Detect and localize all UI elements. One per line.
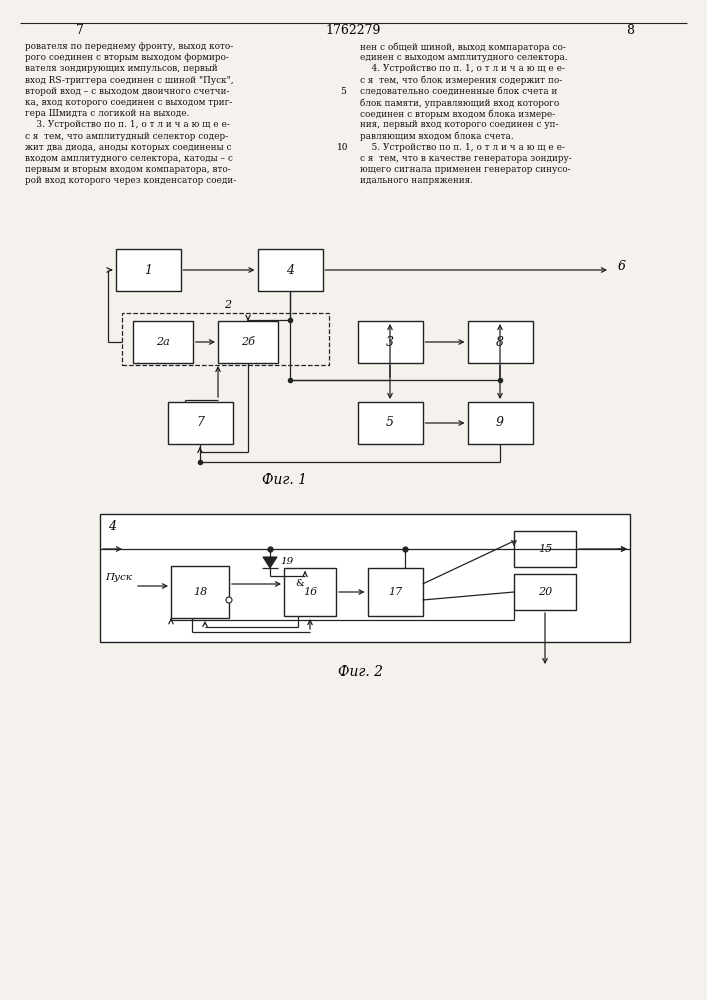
Bar [467,402,532,444]
Text: 1: 1 [144,263,152,276]
Text: 10: 10 [337,143,349,152]
Text: 5: 5 [340,87,346,96]
Text: Фиг. 1: Фиг. 1 [262,473,308,487]
Text: 5: 5 [386,416,394,430]
Text: 17: 17 [388,587,402,597]
Text: 7: 7 [76,24,84,37]
Text: 2: 2 [224,300,231,310]
Bar [467,321,532,363]
Text: 8: 8 [626,24,634,37]
Text: 9: 9 [496,416,504,430]
Text: 15: 15 [538,544,552,554]
Bar [514,531,576,567]
Text: вателя зондирующих импульсов, первый: вателя зондирующих импульсов, первый [25,64,218,73]
Polygon shape [263,557,277,568]
Circle shape [226,597,232,603]
Text: нен с общей шиной, выход компаратора со-: нен с общей шиной, выход компаратора со- [360,42,566,51]
Text: 8: 8 [496,336,504,349]
Text: &: & [296,580,305,588]
Bar [168,402,233,444]
Text: Фиг. 2: Фиг. 2 [337,665,382,679]
Bar [284,568,336,616]
Text: равляющим входом блока счета.: равляющим входом блока счета. [360,132,514,141]
Text: 2б: 2б [241,337,255,347]
Text: гера Шмидта с логикой на выходе.: гера Шмидта с логикой на выходе. [25,109,189,118]
Text: с я  тем, что блок измерения содержит по-: с я тем, что блок измерения содержит по- [360,76,562,85]
Text: вход RS-триггера соединен с шиной "Пуск",: вход RS-триггера соединен с шиной "Пуск"… [25,76,233,85]
Text: единен с выходом амплитудного селектора.: единен с выходом амплитудного селектора. [360,53,568,62]
Text: следовательно соединенные блок счета и: следовательно соединенные блок счета и [360,87,557,96]
Text: 4. Устройство по п. 1, о т л и ч а ю щ е е-: 4. Устройство по п. 1, о т л и ч а ю щ е… [360,64,565,73]
Text: блок памяти, управляющий вход которого: блок памяти, управляющий вход которого [360,98,559,107]
Bar [358,402,423,444]
Text: рой вход которого через конденсатор соеди-: рой вход которого через конденсатор соед… [25,176,236,185]
Text: 19: 19 [280,556,293,566]
Bar [257,249,322,291]
Text: соединен с вторым входом блока измере-: соединен с вторым входом блока измере- [360,109,555,119]
Text: ющего сигнала применен генератор синусо-: ющего сигнала применен генератор синусо- [360,165,571,174]
Text: 4: 4 [286,263,294,276]
Bar [122,313,329,365]
Text: с я  тем, что в качестве генератора зондиру-: с я тем, что в качестве генератора зонди… [360,154,572,163]
Text: рователя по переднему фронту, выход кото-: рователя по переднему фронту, выход кото… [25,42,233,51]
Bar [133,321,193,363]
Text: рого соединен с вторым выходом формиро-: рого соединен с вторым выходом формиро- [25,53,229,62]
Text: 1762279: 1762279 [325,24,380,37]
Text: 4: 4 [108,520,116,533]
Text: 2а: 2а [156,337,170,347]
Text: 3: 3 [386,336,394,349]
Text: 5. Устройство по п. 1, о т л и ч а ю щ е е-: 5. Устройство по п. 1, о т л и ч а ю щ е… [360,143,565,152]
Text: жит два диода, аноды которых соединены с: жит два диода, аноды которых соединены с [25,143,231,152]
Text: 18: 18 [193,587,207,597]
Text: 6: 6 [618,259,626,272]
Text: ния, первый вход которого соединен с уп-: ния, первый вход которого соединен с уп- [360,120,559,129]
Text: 3. Устройство по п. 1, о т л и ч а ю щ е е-: 3. Устройство по п. 1, о т л и ч а ю щ е… [25,120,230,129]
Text: идального напряжения.: идального напряжения. [360,176,473,185]
Bar [368,568,423,616]
Text: второй вход – с выходом двоичного счетчи-: второй вход – с выходом двоичного счетчи… [25,87,230,96]
Text: 7: 7 [196,416,204,430]
Text: первым и вторым входом компаратора, вто-: первым и вторым входом компаратора, вто- [25,165,230,174]
Bar [358,321,423,363]
Bar [100,514,630,642]
Bar [218,321,278,363]
Text: Пуск: Пуск [105,574,132,582]
Bar [115,249,180,291]
Text: ка, вход которого соединен с выходом триг-: ка, вход которого соединен с выходом три… [25,98,233,107]
Bar [514,574,576,610]
Text: 16: 16 [303,587,317,597]
Text: входом амплитудного селектора, катоды – с: входом амплитудного селектора, катоды – … [25,154,233,163]
Bar [171,566,229,618]
Text: с я  тем, что амплитудный селектор содер-: с я тем, что амплитудный селектор содер- [25,132,228,141]
Text: 20: 20 [538,587,552,597]
